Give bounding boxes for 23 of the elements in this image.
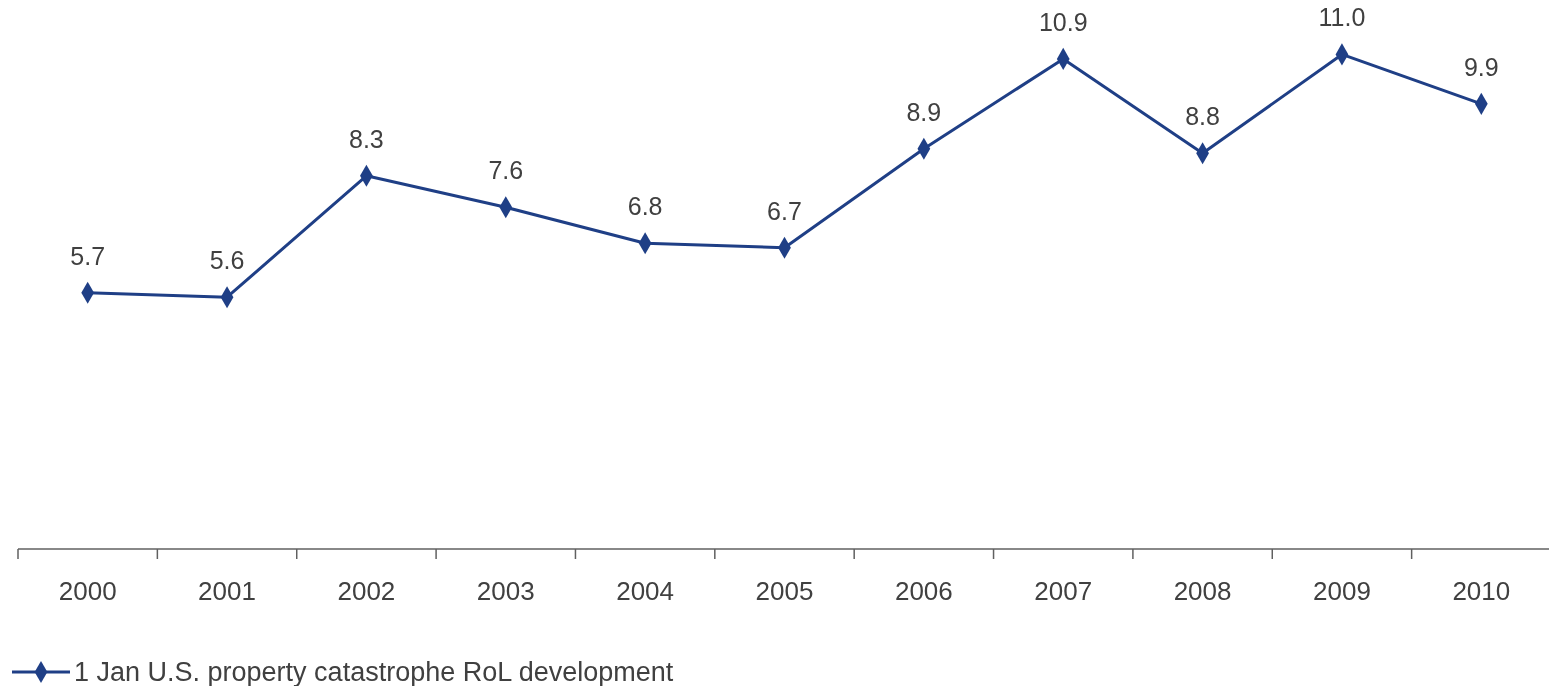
x-tick-label: 2004 [616, 576, 675, 606]
x-tick-label: 2006 [894, 576, 953, 606]
data-label: 9.9 [1463, 52, 1499, 81]
data-label: 7.6 [488, 156, 524, 185]
x-tick-label: 2009 [1313, 576, 1371, 606]
data-label: 5.7 [70, 241, 106, 270]
data-label: 5.6 [209, 246, 245, 275]
data-label: 11.0 [1318, 3, 1366, 32]
legend-label: 1 Jan U.S. property catastrophe RoL development [74, 657, 674, 687]
x-tick-label: 2002 [337, 576, 396, 606]
x-tick-label: 2008 [1173, 576, 1232, 606]
x-tick-label: 2003 [476, 576, 535, 606]
data-label: 8.3 [349, 124, 384, 153]
data-label: 6.8 [627, 192, 663, 221]
data-label: 8.8 [1185, 102, 1220, 131]
data-label: 6.7 [767, 196, 802, 225]
x-tick-label: 2000 [58, 576, 117, 606]
x-tick-label: 2005 [755, 576, 814, 606]
x-tick-label: 2001 [198, 576, 256, 606]
x-tick-label: 2007 [1034, 576, 1093, 606]
data-label: 8.9 [906, 97, 942, 126]
x-tick-label: 2010 [1452, 576, 1511, 606]
data-label: 10.9 [1038, 7, 1088, 36]
